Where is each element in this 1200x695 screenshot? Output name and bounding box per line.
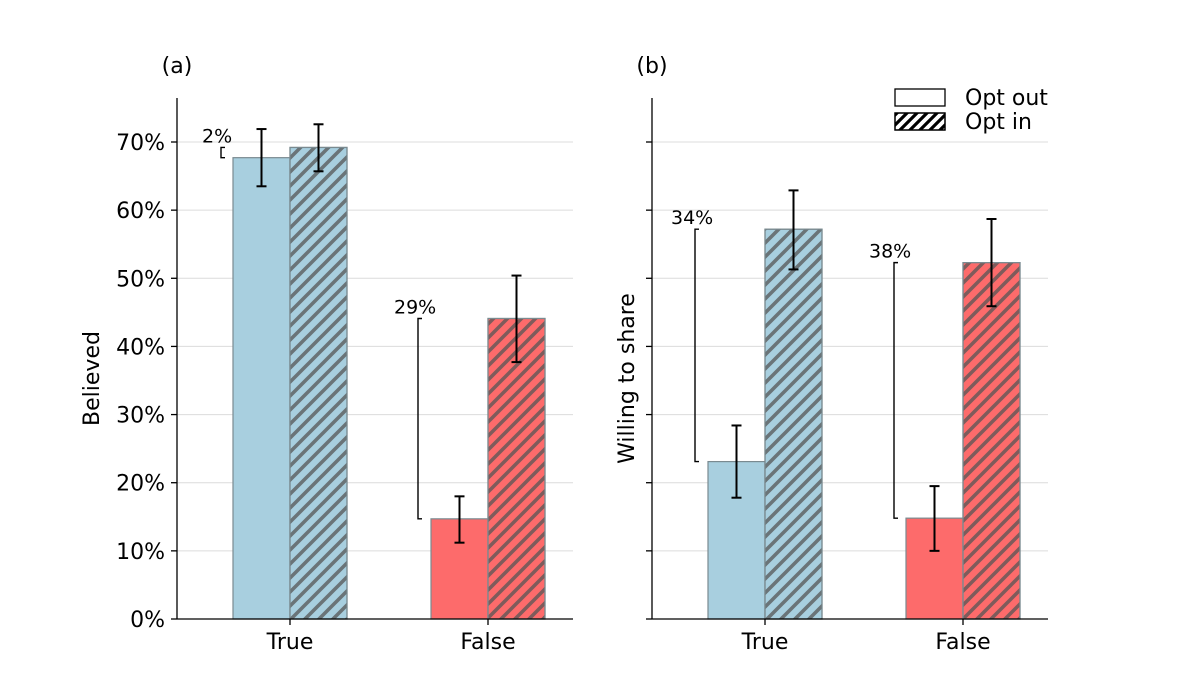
annotation-bracket xyxy=(694,228,699,463)
legend-label: Opt in xyxy=(965,110,1032,135)
x-tick-label: True xyxy=(266,630,314,655)
panels: 2% 29% 0% 10% 20% 30% 40% 50% 60% 70% True False Bel… xyxy=(80,54,1048,655)
y-tick-label: 60% xyxy=(116,199,165,224)
x-tick-label: True xyxy=(741,630,789,655)
annotation-label: 29% xyxy=(394,296,436,318)
y-tick-label: 20% xyxy=(116,472,165,497)
y-tick-label: 30% xyxy=(116,404,165,429)
annotation-label: 2% xyxy=(202,125,232,147)
y-axis-label: Willing to share xyxy=(615,293,640,464)
x-tick-label: False xyxy=(460,630,515,655)
y-axis-label: Believed xyxy=(80,331,105,426)
legend-swatch-hatch xyxy=(895,113,945,130)
y-tick-label: 0% xyxy=(130,608,165,633)
bar-hatch xyxy=(963,262,1020,619)
legend-swatch-outline xyxy=(894,112,946,131)
y-tick-label: 40% xyxy=(116,335,165,360)
bar-true-opt-out xyxy=(232,157,291,620)
annotation-label: 38% xyxy=(869,241,911,263)
y-tick-label: 50% xyxy=(116,267,165,292)
panel-label: (a) xyxy=(162,54,193,79)
legend-label: Opt out xyxy=(965,86,1048,111)
x-tick-label: False xyxy=(935,630,990,655)
bar-hatch xyxy=(488,318,545,619)
legend-swatch-opt-out xyxy=(894,88,946,107)
annotation-bracket xyxy=(417,317,422,520)
annotation-label: 34% xyxy=(671,207,713,229)
bar-hatch xyxy=(290,147,347,620)
annotation-bracket xyxy=(220,146,225,159)
panel-label: (b) xyxy=(636,54,667,79)
y-tick-label: 10% xyxy=(116,540,165,565)
y-tick-label: 70% xyxy=(116,131,165,156)
panel-b: 34% 38% True False Willing to share (b) Opt ou… xyxy=(615,54,1048,655)
panel-a: 2% 29% 0% 10% 20% 30% 40% 50% 60% 70% True False Bel… xyxy=(80,54,573,655)
bar-hatch xyxy=(765,229,822,620)
annotation-bracket xyxy=(893,261,898,519)
